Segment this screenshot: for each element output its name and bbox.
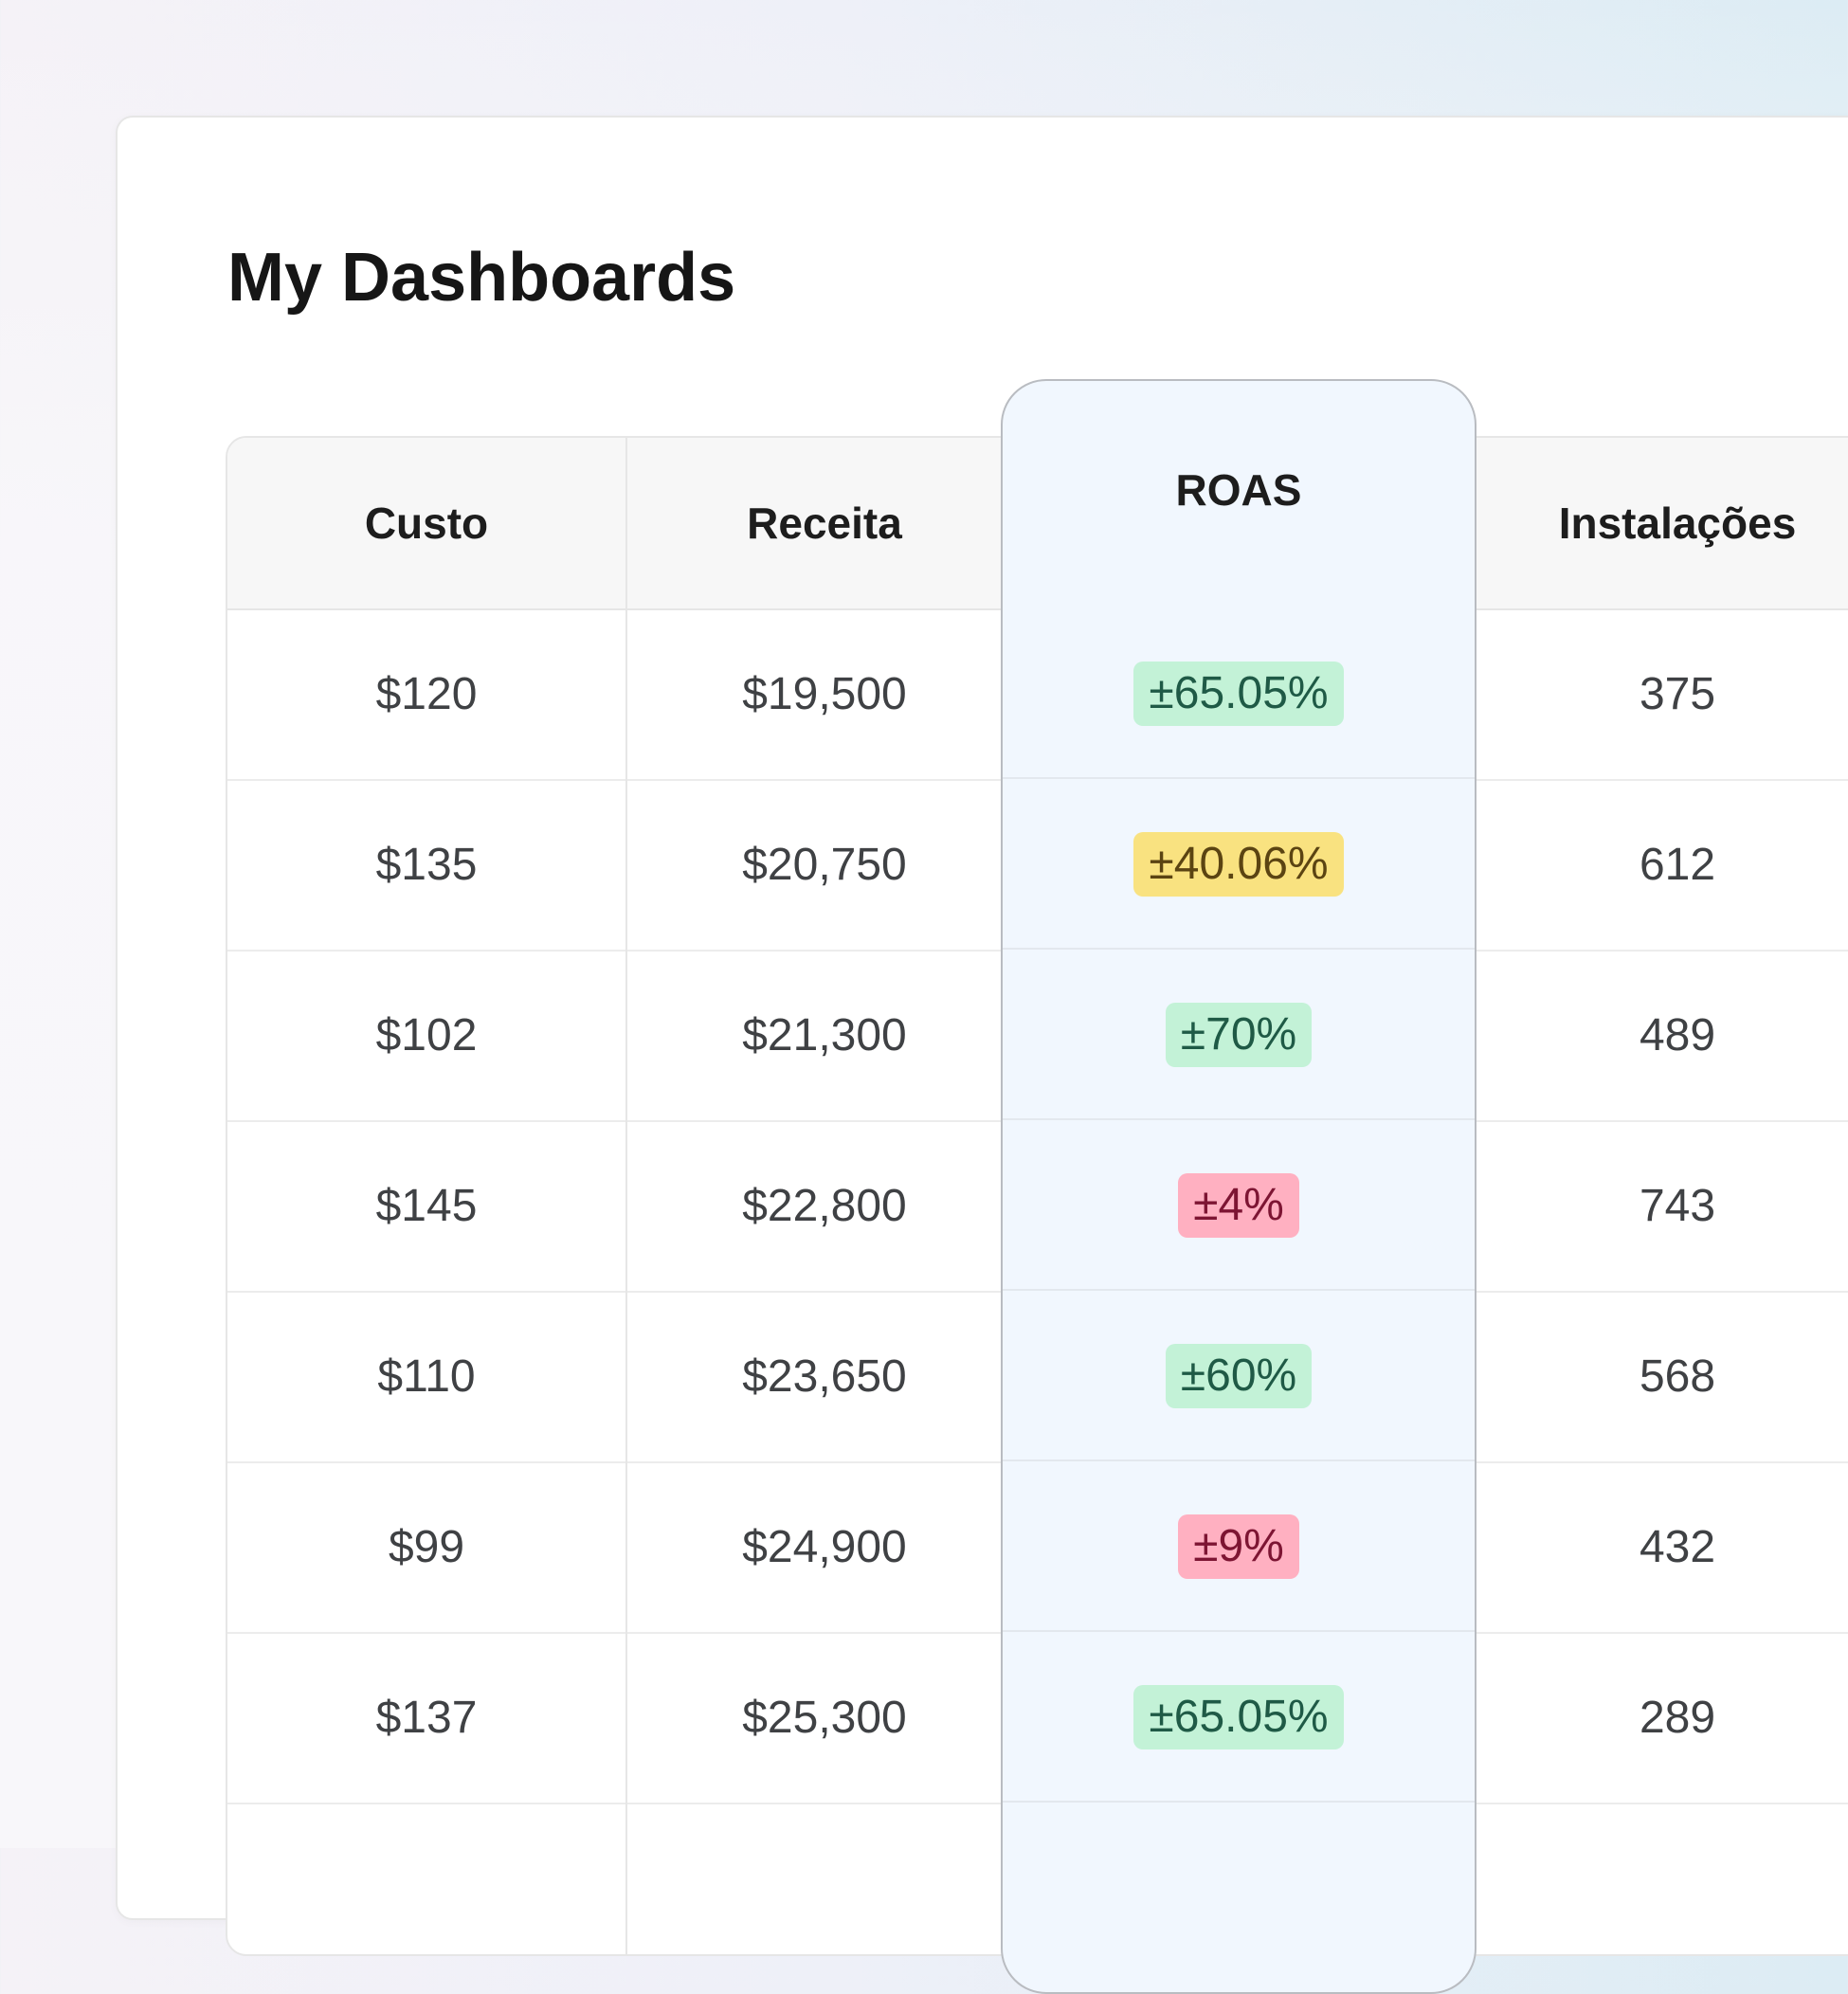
cell-custo: $135 (375, 839, 478, 890)
page-title: My Dashboards (227, 240, 736, 316)
cell-roas: ±65.05% (1003, 1632, 1475, 1803)
cell-receita: $25,300 (742, 1692, 907, 1743)
row-divider (1003, 1118, 1475, 1120)
roas-badge: ±9% (1178, 1514, 1299, 1579)
cell-receita: $19,500 (742, 668, 907, 719)
column-header-receita[interactable]: Receita (747, 498, 902, 548)
cell-roas: ±40.06% (1003, 779, 1475, 950)
cell-roas: ±60% (1003, 1291, 1475, 1461)
cell-custo: $102 (375, 1009, 478, 1060)
row-divider (1003, 777, 1475, 779)
cell-receita: $22,800 (742, 1180, 907, 1231)
roas-badge: ±60% (1165, 1344, 1313, 1408)
cell-instalacoes: 612 (1639, 839, 1716, 890)
cell-custo: $120 (375, 668, 478, 719)
roas-badge: ±65.05% (1133, 1685, 1344, 1749)
cell-roas: ±9% (1003, 1461, 1475, 1632)
cell-instalacoes: 489 (1639, 1009, 1716, 1060)
cell-receita: $20,750 (742, 839, 907, 890)
column-header-instalacoes[interactable]: Instalações (1558, 498, 1797, 548)
row-divider (1003, 948, 1475, 950)
cell-instalacoes: 743 (1639, 1180, 1716, 1231)
roas-badge: ±70% (1165, 1003, 1313, 1067)
cell-custo: $110 (377, 1350, 476, 1402)
cell-instalacoes: 568 (1639, 1350, 1716, 1402)
column-divider (625, 438, 627, 1954)
cell-receita: $23,650 (742, 1350, 907, 1402)
cell-custo: $137 (375, 1692, 478, 1743)
cell-instalacoes: 375 (1639, 668, 1716, 719)
row-divider (1003, 1630, 1475, 1632)
cell-instalacoes: 432 (1639, 1521, 1716, 1572)
row-divider (1003, 1801, 1475, 1803)
cell-roas: ±70% (1003, 950, 1475, 1120)
cell-instalacoes: 289 (1639, 1692, 1716, 1743)
roas-badge: ±40.06% (1133, 832, 1344, 897)
row-divider (1003, 1459, 1475, 1461)
roas-badge: ±4% (1178, 1173, 1299, 1238)
cell-custo: $145 (375, 1180, 478, 1231)
column-header-roas[interactable]: ROAS (1175, 465, 1302, 515)
cell-custo: $99 (388, 1521, 465, 1572)
column-header-custo[interactable]: Custo (364, 498, 489, 548)
cell-roas: ±4% (1003, 1120, 1475, 1291)
cell-roas: ±65.05% (1003, 608, 1475, 779)
row-divider (1003, 1289, 1475, 1291)
cell-receita: $21,300 (742, 1009, 907, 1060)
roas-badge: ±65.05% (1133, 662, 1344, 726)
cell-receita: $24,900 (742, 1521, 907, 1572)
